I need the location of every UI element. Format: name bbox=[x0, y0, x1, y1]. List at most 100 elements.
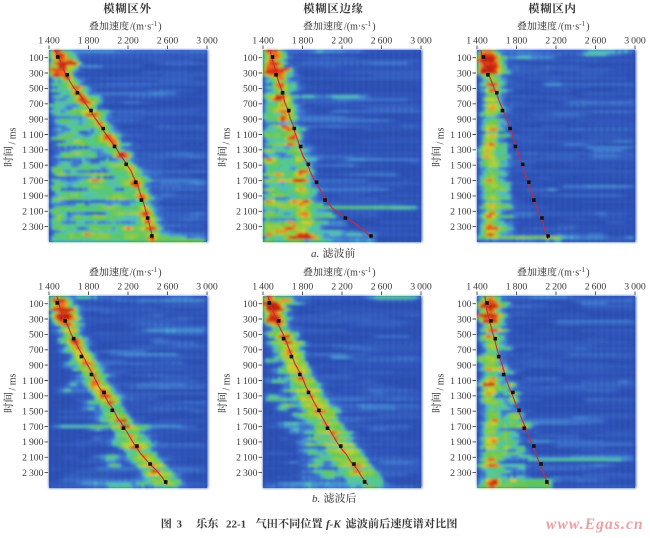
svg-text:1 300: 1 300 bbox=[450, 391, 471, 402]
svg-text:1 300: 1 300 bbox=[22, 145, 43, 156]
svg-text:1 400: 1 400 bbox=[466, 36, 488, 47]
svg-text:1 500: 1 500 bbox=[236, 407, 257, 418]
svg-text:1 700: 1 700 bbox=[450, 422, 471, 433]
svg-text:1 900: 1 900 bbox=[450, 437, 471, 448]
svg-text:900: 900 bbox=[457, 360, 472, 371]
svg-text:1 100: 1 100 bbox=[22, 376, 43, 387]
svg-text:-1: -1 bbox=[579, 266, 585, 274]
svg-text:1 500: 1 500 bbox=[450, 407, 471, 418]
svg-text:): ) bbox=[586, 22, 589, 33]
svg-text:700: 700 bbox=[457, 99, 472, 110]
svg-text:1 800: 1 800 bbox=[292, 36, 314, 47]
svg-text:b.: b. bbox=[312, 493, 320, 505]
svg-text:): ) bbox=[158, 22, 161, 33]
svg-text:2 100: 2 100 bbox=[22, 453, 43, 464]
svg-text:1 700: 1 700 bbox=[22, 422, 43, 433]
svg-text:2 600: 2 600 bbox=[585, 282, 607, 293]
svg-text:2 200: 2 200 bbox=[331, 282, 353, 293]
svg-text:100: 100 bbox=[457, 53, 472, 64]
svg-text:1 800: 1 800 bbox=[78, 282, 100, 293]
svg-text:1 800: 1 800 bbox=[78, 36, 100, 47]
svg-text:100: 100 bbox=[243, 53, 258, 64]
svg-text:/(m·s: /(m·s bbox=[344, 268, 365, 279]
svg-text:2 300: 2 300 bbox=[22, 222, 43, 233]
svg-text:300: 300 bbox=[243, 314, 258, 325]
svg-text:1 800: 1 800 bbox=[292, 282, 314, 293]
svg-text:700: 700 bbox=[243, 99, 258, 110]
svg-text:f-K: f-K bbox=[326, 519, 341, 531]
svg-text:1 300: 1 300 bbox=[22, 391, 43, 402]
svg-text:2 200: 2 200 bbox=[545, 36, 567, 47]
svg-text:-1: -1 bbox=[365, 20, 371, 28]
svg-text:1 500: 1 500 bbox=[450, 161, 471, 172]
svg-text:900: 900 bbox=[243, 360, 258, 371]
svg-text:100: 100 bbox=[29, 299, 44, 310]
svg-text:2 100: 2 100 bbox=[236, 453, 257, 464]
svg-text:): ) bbox=[158, 268, 161, 279]
svg-text:): ) bbox=[372, 22, 375, 33]
svg-text:300: 300 bbox=[457, 68, 472, 79]
svg-text:2 200: 2 200 bbox=[545, 282, 567, 293]
svg-text:100: 100 bbox=[29, 53, 44, 64]
svg-text:500: 500 bbox=[29, 330, 44, 341]
svg-text:2 200: 2 200 bbox=[117, 36, 139, 47]
svg-text:2 300: 2 300 bbox=[450, 468, 471, 479]
svg-text:): ) bbox=[586, 268, 589, 279]
svg-text:700: 700 bbox=[29, 99, 44, 110]
svg-text:1 400: 1 400 bbox=[38, 282, 60, 293]
svg-text:/ ms: / ms bbox=[436, 373, 447, 390]
svg-text:300: 300 bbox=[457, 314, 472, 325]
svg-text:3: 3 bbox=[177, 519, 183, 531]
svg-text:1 900: 1 900 bbox=[236, 437, 257, 448]
svg-text:900: 900 bbox=[457, 114, 472, 125]
svg-text:22-1: 22-1 bbox=[226, 519, 246, 531]
svg-text:www.Egas.cn: www.Egas.cn bbox=[546, 516, 644, 533]
svg-text:2 200: 2 200 bbox=[331, 36, 353, 47]
svg-text:1 900: 1 900 bbox=[22, 191, 43, 202]
svg-text:1 700: 1 700 bbox=[22, 176, 43, 187]
svg-text:500: 500 bbox=[457, 330, 472, 341]
svg-text:100: 100 bbox=[457, 299, 472, 310]
svg-text:-1: -1 bbox=[151, 266, 157, 274]
svg-text:2 300: 2 300 bbox=[236, 468, 257, 479]
svg-text:3 000: 3 000 bbox=[196, 36, 218, 47]
svg-text:1 100: 1 100 bbox=[450, 376, 471, 387]
svg-text:/(m·s: /(m·s bbox=[344, 22, 365, 33]
svg-text:900: 900 bbox=[243, 114, 258, 125]
svg-text:2 600: 2 600 bbox=[371, 282, 393, 293]
svg-text:1 900: 1 900 bbox=[236, 191, 257, 202]
svg-text:): ) bbox=[372, 268, 375, 279]
svg-text:1 400: 1 400 bbox=[252, 282, 274, 293]
svg-text:500: 500 bbox=[243, 84, 258, 95]
svg-text:3 000: 3 000 bbox=[624, 282, 646, 293]
svg-text:1 700: 1 700 bbox=[236, 422, 257, 433]
svg-text:1 100: 1 100 bbox=[236, 376, 257, 387]
svg-text:a.: a. bbox=[311, 248, 319, 260]
svg-text:/ ms: / ms bbox=[222, 127, 233, 144]
svg-text:300: 300 bbox=[243, 68, 258, 79]
svg-text:/(m·s: /(m·s bbox=[130, 22, 151, 33]
svg-text:1 300: 1 300 bbox=[236, 145, 257, 156]
svg-text:-1: -1 bbox=[151, 20, 157, 28]
svg-text:2 600: 2 600 bbox=[157, 282, 179, 293]
svg-text:3 000: 3 000 bbox=[624, 36, 646, 47]
svg-text:/(m·s: /(m·s bbox=[130, 268, 151, 279]
svg-text:3 000: 3 000 bbox=[410, 36, 432, 47]
svg-text:700: 700 bbox=[243, 345, 258, 356]
svg-text:500: 500 bbox=[243, 330, 258, 341]
svg-text:1 800: 1 800 bbox=[506, 36, 528, 47]
svg-text:300: 300 bbox=[29, 68, 44, 79]
svg-text:2 100: 2 100 bbox=[450, 453, 471, 464]
svg-text:1 100: 1 100 bbox=[236, 130, 257, 141]
svg-text:1 300: 1 300 bbox=[236, 391, 257, 402]
svg-text:900: 900 bbox=[29, 114, 44, 125]
svg-text:1 700: 1 700 bbox=[236, 176, 257, 187]
svg-text:300: 300 bbox=[29, 314, 44, 325]
svg-text:1 300: 1 300 bbox=[450, 145, 471, 156]
svg-text:/ ms: / ms bbox=[8, 373, 19, 390]
svg-text:700: 700 bbox=[457, 345, 472, 356]
svg-text:3 000: 3 000 bbox=[410, 282, 432, 293]
svg-text:1 500: 1 500 bbox=[22, 407, 43, 418]
svg-text:2 300: 2 300 bbox=[22, 468, 43, 479]
svg-text:1 500: 1 500 bbox=[236, 161, 257, 172]
